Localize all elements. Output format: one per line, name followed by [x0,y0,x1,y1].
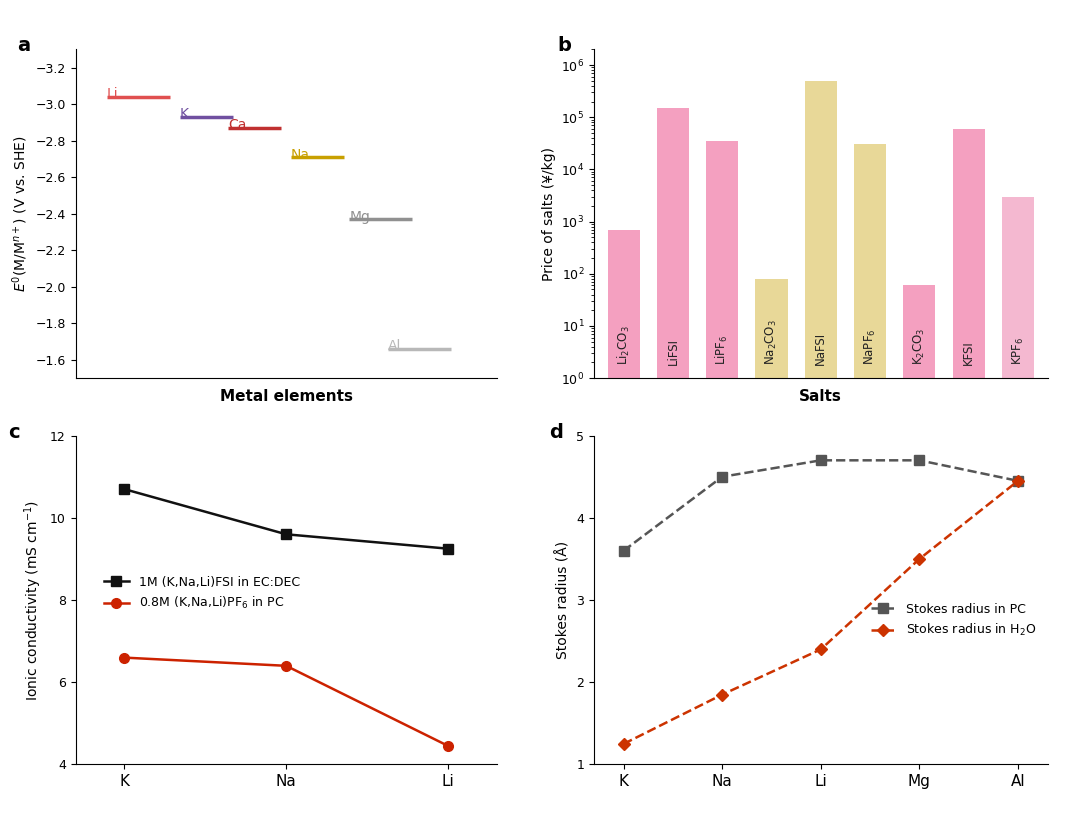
Bar [854,145,886,822]
X-axis label: Salts: Salts [799,390,842,404]
Text: b: b [557,36,571,55]
Legend: 1M (K,Na,Li)FSI in EC:DEC, 0.8M (K,Na,Li)PF$_6$ in PC: 1M (K,Na,Li)FSI in EC:DEC, 0.8M (K,Na,Li… [98,570,305,616]
Bar [608,229,639,822]
Line: 1M (K,Na,Li)FSI in EC:DEC: 1M (K,Na,Li)FSI in EC:DEC [119,484,454,553]
Text: Li: Li [107,87,119,101]
Stokes radius in PC [913,455,926,465]
0.8M (K,Na,Li)PF$_6$ in PC [280,661,293,671]
Y-axis label: Ionic conductivity (mS cm$^{-1}$): Ionic conductivity (mS cm$^{-1}$) [23,500,44,700]
1M (K,Na,Li)FSI in EC:DEC [118,484,131,494]
Text: LiFSI: LiFSI [666,338,679,365]
Text: NaPF$_6$: NaPF$_6$ [863,328,878,365]
Y-axis label: $E^0$(M/M$^{n+}$) (V vs. SHE): $E^0$(M/M$^{n+}$) (V vs. SHE) [11,136,30,292]
Text: KPF$_6$: KPF$_6$ [1011,336,1026,365]
Bar [805,81,837,822]
1M (K,Na,Li)FSI in EC:DEC [442,544,455,554]
Text: d: d [549,423,563,441]
Text: K: K [179,108,189,122]
Text: KFSI: KFSI [962,340,975,365]
Text: Al: Al [388,339,402,353]
Text: K$_2$CO$_3$: K$_2$CO$_3$ [912,327,927,365]
Text: Na$_2$CO$_3$: Na$_2$CO$_3$ [764,319,779,365]
Bar [903,285,935,822]
Legend: Stokes radius in PC, Stokes radius in H$_2$O: Stokes radius in PC, Stokes radius in H$… [866,598,1041,643]
Stokes radius in PC [1012,476,1025,486]
Text: NaFSI: NaFSI [814,331,827,365]
Stokes radius in H$_2$O [1012,476,1025,486]
Text: Ca: Ca [228,118,246,132]
Stokes radius in PC [617,546,630,556]
Stokes radius in H$_2$O [716,690,729,700]
Bar [756,279,787,822]
Text: c: c [9,423,19,441]
Stokes radius in PC [716,472,729,482]
X-axis label: Metal elements: Metal elements [219,390,353,404]
Text: Li$_2$CO$_3$: Li$_2$CO$_3$ [616,326,632,365]
Bar [657,108,689,822]
Text: Na: Na [291,148,310,162]
Y-axis label: Price of salts (¥/kg): Price of salts (¥/kg) [542,146,556,281]
Text: Mg: Mg [349,210,370,224]
Bar [706,141,739,822]
0.8M (K,Na,Li)PF$_6$ in PC [118,653,131,663]
Stokes radius in H$_2$O [814,644,827,654]
Line: Stokes radius in H$_2$O: Stokes radius in H$_2$O [620,477,1022,748]
Text: LiPF$_6$: LiPF$_6$ [714,335,730,365]
Text: a: a [16,36,30,55]
Stokes radius in H$_2$O [913,554,926,564]
Stokes radius in H$_2$O [617,739,630,749]
0.8M (K,Na,Li)PF$_6$ in PC [442,741,455,751]
Bar [953,129,985,822]
Bar [1002,196,1034,822]
Y-axis label: Stokes radius (Å): Stokes radius (Å) [556,541,570,659]
Stokes radius in PC [814,455,827,465]
Line: Stokes radius in PC: Stokes radius in PC [619,455,1023,556]
Line: 0.8M (K,Na,Li)PF$_6$ in PC: 0.8M (K,Na,Li)PF$_6$ in PC [119,653,454,750]
1M (K,Na,Li)FSI in EC:DEC [280,529,293,539]
